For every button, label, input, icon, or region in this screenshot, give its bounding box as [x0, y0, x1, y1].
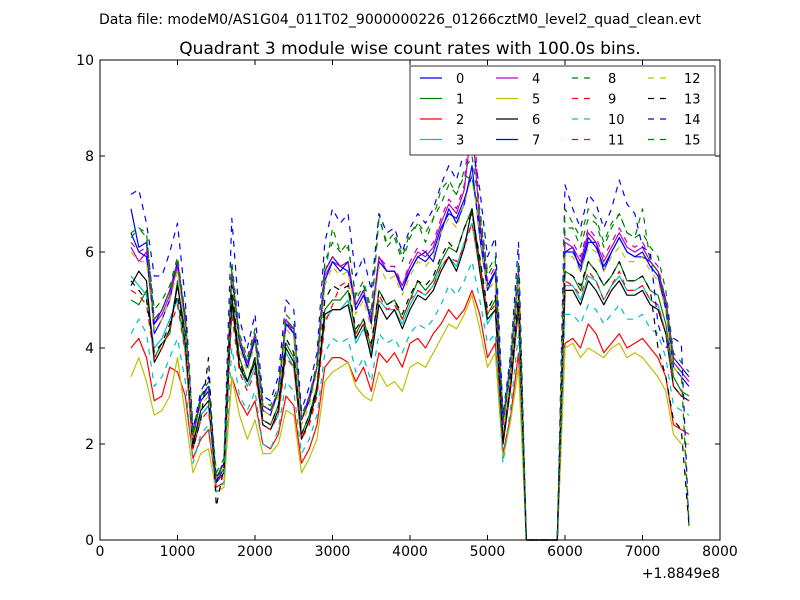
legend-label-13: 13	[684, 93, 701, 108]
y-tick-label: 0	[85, 533, 94, 549]
legend-frame	[409, 65, 716, 156]
legend-label-4: 4	[532, 72, 540, 87]
legend-label-14: 14	[684, 113, 701, 128]
x-tick-label: 0	[96, 544, 105, 560]
x-offset-text: +1.8849e8	[642, 566, 720, 582]
figure-suptitle: Data file: modeM0/AS1G04_011T02_90000002…	[99, 12, 701, 28]
x-tick-label: 7000	[625, 544, 661, 560]
series-line-5	[130, 294, 689, 541]
x-tick-label: 3000	[315, 544, 351, 560]
legend-label-1: 1	[456, 93, 464, 108]
x-tick-label: 8000	[702, 544, 738, 560]
x-tick-label: 4000	[392, 544, 428, 560]
y-tick-label: 10	[76, 53, 94, 69]
series-line-11	[130, 88, 690, 541]
x-tick-label: 1000	[160, 544, 196, 560]
series-line-13	[130, 213, 690, 541]
legend-label-12: 12	[684, 72, 701, 87]
legend-label-7: 7	[532, 134, 540, 149]
series-line-15	[130, 174, 690, 541]
legend-label-0: 0	[456, 72, 464, 87]
legend-label-2: 2	[456, 113, 464, 128]
legend-label-15: 15	[684, 134, 701, 149]
legend-label-11: 11	[608, 134, 625, 149]
y-tick-label: 4	[85, 341, 94, 357]
y-tick-label: 6	[85, 245, 94, 261]
series-line-10	[130, 261, 690, 541]
legend-label-5: 5	[532, 93, 540, 108]
x-tick-label: 5000	[470, 544, 506, 560]
legend-label-6: 6	[532, 113, 540, 128]
series-line-9	[130, 222, 690, 541]
legend-label-9: 9	[608, 93, 616, 108]
legend-label-3: 3	[456, 134, 464, 149]
chart-title: Quadrant 3 module wise count rates with …	[179, 39, 640, 59]
legend-label-8: 8	[608, 72, 616, 87]
legend-label-10: 10	[608, 113, 625, 128]
y-tick-label: 2	[85, 437, 94, 453]
x-tick-label: 6000	[547, 544, 583, 560]
series-layer	[130, 88, 690, 541]
x-tick-label: 2000	[237, 544, 273, 560]
y-tick-label: 8	[85, 149, 94, 165]
